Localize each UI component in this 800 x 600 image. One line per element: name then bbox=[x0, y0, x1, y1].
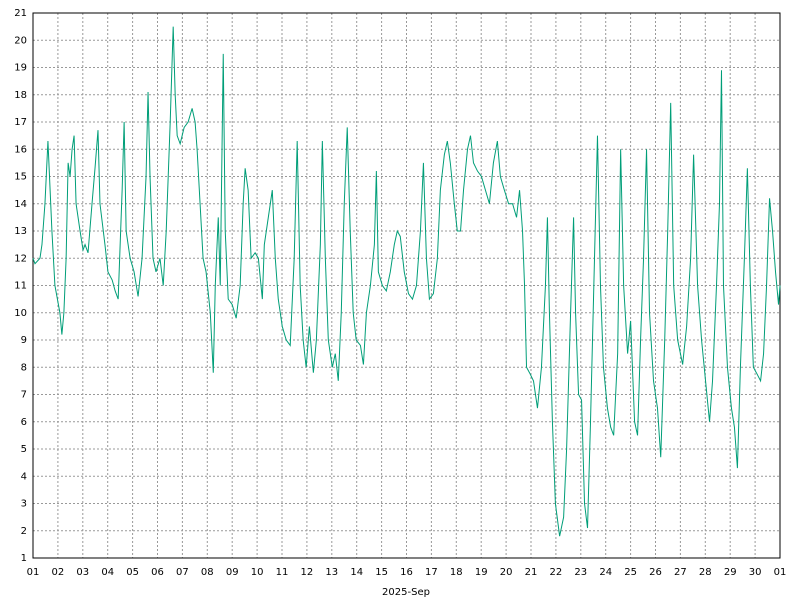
x-tick-label: 09 bbox=[226, 567, 239, 578]
x-tick-label: 17 bbox=[425, 567, 438, 578]
x-tick-label: 04 bbox=[101, 567, 114, 578]
x-tick-label: 02 bbox=[52, 567, 65, 578]
y-tick-label: 1 bbox=[21, 553, 27, 564]
y-tick-label: 4 bbox=[21, 471, 27, 482]
data-line bbox=[32, 26, 781, 537]
x-tick-label: 14 bbox=[350, 567, 363, 578]
y-tick-label: 16 bbox=[14, 144, 27, 155]
x-tick-label: 15 bbox=[375, 567, 388, 578]
x-tick-label: 10 bbox=[251, 567, 264, 578]
y-tick-label: 21 bbox=[14, 8, 27, 19]
x-tick-label: 01 bbox=[774, 567, 787, 578]
y-tick-label: 5 bbox=[21, 444, 27, 455]
x-tick-label: 06 bbox=[151, 567, 164, 578]
y-tick-label: 6 bbox=[21, 417, 27, 428]
y-tick-label: 12 bbox=[14, 253, 27, 264]
y-tick-label: 10 bbox=[14, 308, 27, 319]
x-tick-label: 18 bbox=[450, 567, 463, 578]
x-tick-label: 26 bbox=[649, 567, 662, 578]
x-tick-label: 05 bbox=[126, 567, 139, 578]
y-tick-label: 2 bbox=[21, 526, 27, 537]
x-tick-label: 08 bbox=[201, 567, 214, 578]
x-tick-label: 20 bbox=[500, 567, 513, 578]
x-tick-label: 27 bbox=[674, 567, 687, 578]
x-tick-label: 22 bbox=[550, 567, 563, 578]
y-tick-label: 8 bbox=[21, 362, 27, 373]
x-tick-label: 19 bbox=[475, 567, 488, 578]
x-tick-label: 21 bbox=[525, 567, 538, 578]
x-tick-label: 29 bbox=[724, 567, 737, 578]
x-tick-label: 03 bbox=[76, 567, 89, 578]
y-tick-label: 20 bbox=[14, 35, 27, 46]
y-tick-label: 18 bbox=[14, 90, 27, 101]
x-tick-label: 12 bbox=[301, 567, 314, 578]
y-tick-label: 11 bbox=[14, 281, 27, 292]
y-tick-label: 15 bbox=[14, 172, 27, 183]
x-tick-label: 16 bbox=[400, 567, 413, 578]
x-tick-label: 01 bbox=[27, 567, 40, 578]
x-tick-label: 25 bbox=[624, 567, 637, 578]
y-tick-label: 19 bbox=[14, 63, 27, 74]
y-tick-label: 9 bbox=[21, 335, 27, 346]
x-tick-label: 11 bbox=[276, 567, 289, 578]
y-tick-label: 13 bbox=[14, 226, 27, 237]
x-tick-label: 13 bbox=[325, 567, 338, 578]
x-tick-label: 23 bbox=[574, 567, 587, 578]
x-tick-label: 24 bbox=[599, 567, 612, 578]
y-tick-label: 14 bbox=[14, 199, 27, 210]
y-tick-label: 7 bbox=[21, 390, 27, 401]
x-tick-label: 07 bbox=[176, 567, 189, 578]
x-tick-label: 30 bbox=[749, 567, 762, 578]
y-tick-label: 3 bbox=[21, 499, 27, 510]
x-axis-label: 2025-Sep bbox=[382, 587, 430, 598]
y-tick-label: 17 bbox=[14, 117, 27, 128]
x-tick-label: 28 bbox=[699, 567, 712, 578]
